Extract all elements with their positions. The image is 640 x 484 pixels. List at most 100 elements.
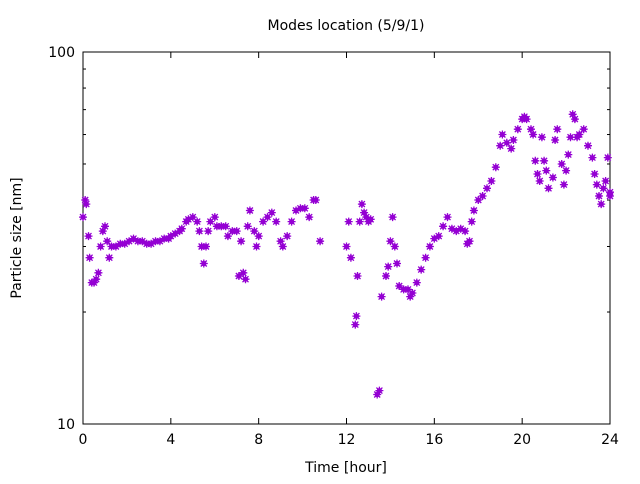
data-point	[590, 170, 599, 178]
data-point	[412, 278, 421, 287]
data-point	[601, 177, 610, 185]
data-point	[502, 138, 511, 147]
data-point	[160, 234, 169, 243]
x-tick-label: 12	[338, 432, 356, 448]
data-point	[377, 292, 386, 301]
data-point	[202, 242, 210, 251]
data-point	[483, 184, 491, 193]
data-point	[584, 141, 592, 150]
data-point	[447, 224, 456, 233]
data-point	[373, 390, 382, 399]
data-point	[491, 163, 500, 172]
data-point	[588, 153, 597, 162]
data-point	[241, 275, 250, 284]
data-point	[597, 200, 606, 209]
data-point	[316, 237, 325, 246]
data-point	[111, 242, 120, 251]
data-point	[311, 196, 320, 204]
y-tick-label-10: 10	[57, 417, 75, 433]
data-point	[103, 237, 112, 246]
x-tick-label: 4	[166, 432, 175, 448]
data-point	[595, 192, 603, 200]
data-point	[531, 156, 540, 165]
axis-ticks	[82, 51, 611, 425]
data-point	[82, 200, 91, 209]
data-point	[362, 213, 371, 222]
data-point	[346, 253, 355, 262]
data-point	[417, 265, 426, 274]
y-axis-label: Particle size [nm]	[9, 177, 25, 298]
data-point	[357, 200, 366, 209]
data-point	[548, 173, 557, 182]
x-tick-label: 20	[513, 432, 531, 448]
data-point	[393, 259, 401, 268]
data-point	[171, 229, 180, 238]
data-point	[507, 144, 516, 153]
data-point	[542, 166, 551, 175]
data-point	[98, 227, 107, 236]
data-point	[155, 237, 164, 246]
x-tick-labels: 0 4 8 12 16 20 24	[79, 432, 619, 448]
data-point	[469, 206, 478, 215]
data-point	[254, 232, 263, 241]
data-point	[79, 213, 87, 222]
data-point	[206, 217, 215, 226]
data-point	[263, 213, 272, 222]
data-point	[232, 227, 241, 236]
data-point	[120, 239, 129, 248]
x-tick-label: 8	[254, 432, 263, 448]
data-point	[562, 166, 571, 175]
data-point	[557, 160, 566, 168]
data-point	[551, 136, 560, 144]
data-point	[384, 262, 393, 271]
data-point	[461, 227, 470, 236]
data-point	[252, 242, 261, 251]
data-point	[421, 253, 430, 262]
data-point	[498, 130, 507, 139]
data-point	[559, 180, 568, 189]
data-point	[250, 227, 259, 236]
data-point	[478, 192, 487, 200]
data-point	[395, 282, 404, 290]
data-point	[579, 125, 588, 134]
data-point	[434, 232, 443, 241]
data-point	[177, 224, 186, 233]
data-point	[430, 234, 439, 243]
data-point	[92, 275, 101, 284]
data-point	[197, 242, 206, 251]
data-point	[107, 242, 116, 251]
data-point	[138, 237, 147, 246]
data-point	[344, 217, 353, 226]
data-point	[456, 224, 465, 233]
data-point	[388, 213, 397, 222]
data-point	[223, 232, 232, 241]
data-point	[96, 242, 105, 251]
data-point	[204, 227, 213, 236]
data-point	[568, 110, 577, 119]
x-tick-label: 0	[79, 432, 88, 448]
data-point	[243, 222, 252, 231]
data-point	[399, 285, 408, 294]
data-point	[125, 237, 134, 246]
data-point	[537, 133, 546, 142]
data-point	[386, 237, 395, 246]
data-point	[553, 125, 562, 134]
data-point	[195, 227, 204, 236]
data-point	[210, 213, 219, 222]
data-point	[292, 206, 300, 215]
data-point	[237, 237, 246, 246]
data-point	[85, 253, 94, 262]
data-point	[487, 177, 496, 185]
data-point	[425, 242, 434, 251]
data-point	[509, 136, 518, 144]
x-axis-label: Time [hour]	[304, 460, 387, 476]
data-point	[221, 222, 230, 231]
x-tick-label: 16	[425, 432, 443, 448]
data-point	[278, 242, 287, 251]
data-point	[564, 150, 573, 159]
data-point	[443, 213, 452, 222]
data-point	[184, 215, 193, 224]
data-point	[513, 125, 522, 134]
data-point	[353, 272, 362, 280]
